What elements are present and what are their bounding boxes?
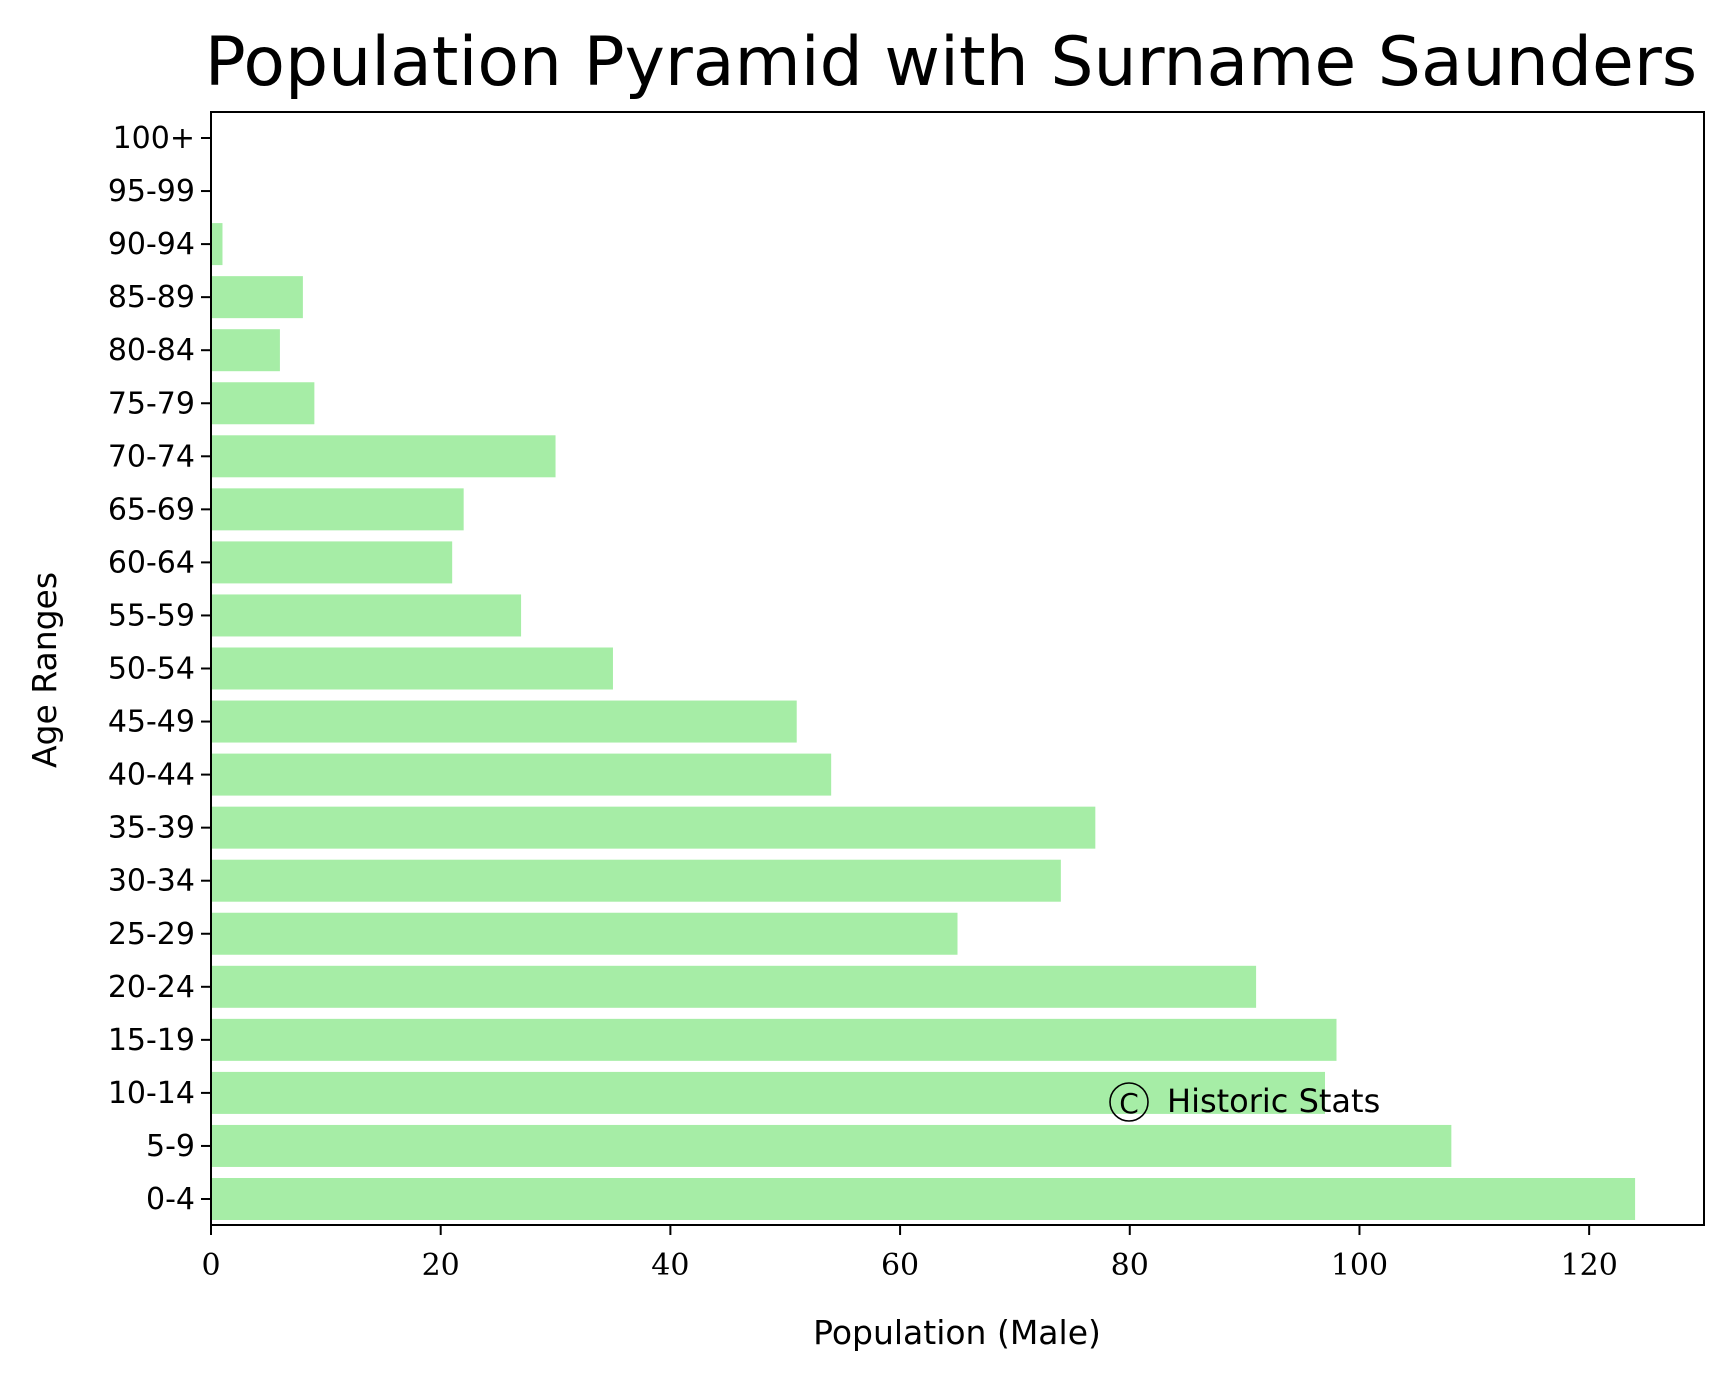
y-tick-label: 65-69 — [108, 492, 195, 527]
chart-title: Population Pyramid with Surname Saunders — [205, 23, 1697, 102]
y-tick-label: 25-29 — [108, 917, 195, 952]
bar-60-64 — [211, 541, 453, 584]
y-tick-label: 70-74 — [108, 439, 195, 474]
x-tick-label: 40 — [651, 1248, 689, 1283]
watermark-text: Historic Stats — [1167, 1082, 1380, 1120]
y-tick-label: 75-79 — [108, 386, 195, 421]
x-tick-label: 80 — [1111, 1248, 1149, 1283]
x-tick-label: 100 — [1331, 1248, 1388, 1283]
y-tick-label: 60-64 — [108, 545, 195, 580]
bar-50-54 — [211, 647, 613, 690]
x-axis-label: Population (Male) — [813, 1313, 1101, 1352]
bar-15-19 — [211, 1018, 1337, 1061]
y-tick-label: 90-94 — [108, 227, 195, 262]
y-tick-label: 10-14 — [108, 1076, 195, 1111]
x-tick-label: 60 — [881, 1248, 919, 1283]
watermark: C Historic Stats — [1109, 1082, 1380, 1122]
bar-35-39 — [211, 806, 1096, 849]
bar-5-9 — [211, 1124, 1452, 1167]
bar-0-4 — [211, 1178, 1636, 1220]
y-axis-label: Age Ranges — [25, 572, 64, 768]
bar-30-34 — [211, 859, 1061, 902]
x-tick-label: 120 — [1561, 1248, 1618, 1283]
y-tick-label: 0-4 — [146, 1182, 195, 1217]
y-tick-label: 85-89 — [108, 280, 195, 315]
y-tick-label: 15-19 — [108, 1023, 195, 1058]
y-tick-label: 50-54 — [108, 652, 195, 687]
y-tick-label: 80-84 — [108, 333, 195, 368]
y-tick-label: 100+ — [113, 121, 195, 156]
bar-40-44 — [211, 753, 832, 796]
bar-25-29 — [211, 912, 958, 955]
x-axis: 0 20 40 60 80 100 120 — [201, 1225, 1618, 1283]
x-tick-label: 20 — [422, 1248, 460, 1283]
y-tick-label: 95-99 — [108, 174, 195, 209]
bar-55-59 — [211, 594, 522, 637]
y-tick-label: 5-9 — [146, 1129, 195, 1164]
y-tick-label: 20-24 — [108, 970, 195, 1005]
copyright-symbol: C — [1119, 1087, 1139, 1120]
x-tick-label: 0 — [201, 1248, 220, 1283]
y-tick-label: 45-49 — [108, 705, 195, 740]
y-tick-label: 55-59 — [108, 598, 195, 633]
bar-75-79 — [211, 382, 315, 425]
copyright-icon — [1109, 1082, 1149, 1122]
bar-20-24 — [211, 965, 1257, 1008]
bar-70-74 — [211, 435, 556, 478]
bar-65-69 — [211, 488, 464, 531]
y-tick-label: 40-44 — [108, 758, 195, 793]
y-tick-label: 35-39 — [108, 811, 195, 846]
bar-90-94 — [211, 223, 223, 266]
bar-45-49 — [211, 700, 797, 743]
y-axis: 0-4 5-9 10-14 15-19 20-24 25-29 30-34 35-39 40-4… — [108, 121, 211, 1217]
bar-10-14 — [211, 1071, 1326, 1114]
bar-85-89 — [211, 276, 303, 319]
bars-layer — [211, 223, 1636, 1220]
bar-80-84 — [211, 329, 280, 372]
y-tick-label: 30-34 — [108, 864, 195, 899]
